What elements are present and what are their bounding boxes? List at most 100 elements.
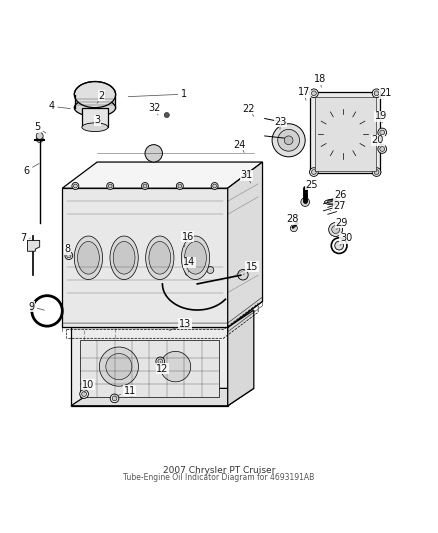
Ellipse shape — [74, 82, 116, 108]
Circle shape — [99, 347, 138, 386]
Circle shape — [290, 225, 297, 232]
Text: 26: 26 — [333, 190, 346, 201]
Circle shape — [372, 168, 381, 176]
Circle shape — [213, 184, 216, 188]
Text: 14: 14 — [183, 257, 195, 272]
Circle shape — [177, 182, 184, 189]
Text: 7: 7 — [20, 233, 30, 243]
Circle shape — [374, 91, 379, 96]
Polygon shape — [71, 327, 228, 406]
Circle shape — [80, 390, 88, 398]
Text: 6: 6 — [24, 164, 39, 176]
Text: 23: 23 — [275, 117, 287, 130]
Text: 21: 21 — [379, 88, 392, 99]
Circle shape — [334, 125, 352, 142]
Ellipse shape — [146, 236, 174, 279]
Circle shape — [374, 169, 379, 174]
Circle shape — [143, 184, 147, 188]
Text: 3: 3 — [94, 115, 100, 125]
Circle shape — [372, 89, 381, 98]
Polygon shape — [71, 389, 254, 406]
Circle shape — [110, 394, 119, 403]
Text: 30: 30 — [340, 233, 352, 246]
Circle shape — [158, 359, 162, 364]
Text: 25: 25 — [305, 180, 318, 192]
Circle shape — [311, 169, 316, 174]
Polygon shape — [311, 92, 380, 173]
Circle shape — [112, 396, 117, 401]
Polygon shape — [62, 301, 262, 327]
Text: 27: 27 — [330, 200, 346, 211]
Text: 13: 13 — [170, 319, 191, 330]
Polygon shape — [80, 341, 219, 397]
Circle shape — [310, 168, 318, 176]
Circle shape — [207, 266, 214, 273]
Circle shape — [335, 241, 343, 250]
Circle shape — [301, 198, 310, 206]
Circle shape — [323, 114, 363, 154]
Ellipse shape — [110, 236, 138, 279]
Text: 1: 1 — [128, 89, 187, 99]
Circle shape — [164, 112, 170, 118]
Circle shape — [378, 144, 387, 154]
Polygon shape — [228, 162, 262, 327]
Ellipse shape — [149, 241, 171, 274]
Circle shape — [36, 133, 43, 140]
Text: Tube-Engine Oil Indicator Diagram for 4693191AB: Tube-Engine Oil Indicator Diagram for 46… — [124, 473, 314, 482]
Text: 20: 20 — [372, 135, 384, 147]
Text: 24: 24 — [234, 140, 246, 152]
Ellipse shape — [185, 241, 206, 274]
Circle shape — [65, 252, 73, 260]
Text: 4: 4 — [48, 101, 71, 111]
Circle shape — [278, 130, 300, 151]
Circle shape — [107, 182, 114, 189]
Ellipse shape — [113, 241, 135, 274]
Text: 19: 19 — [375, 111, 387, 123]
Text: 15: 15 — [244, 262, 258, 275]
Ellipse shape — [325, 199, 340, 205]
Circle shape — [178, 184, 182, 188]
Circle shape — [36, 135, 43, 142]
Text: 11: 11 — [117, 385, 136, 396]
Polygon shape — [315, 97, 376, 171]
Text: 31: 31 — [240, 170, 253, 183]
Text: 2007 Chrysler PT Cruiser: 2007 Chrysler PT Cruiser — [163, 466, 275, 475]
Ellipse shape — [78, 241, 99, 274]
Polygon shape — [28, 240, 40, 251]
Ellipse shape — [74, 99, 116, 116]
Circle shape — [67, 254, 71, 258]
Circle shape — [141, 182, 148, 189]
Circle shape — [145, 144, 162, 162]
Circle shape — [185, 269, 192, 276]
Circle shape — [108, 184, 112, 188]
Circle shape — [211, 182, 218, 189]
Circle shape — [74, 184, 77, 188]
Circle shape — [380, 147, 385, 151]
Text: 12: 12 — [156, 361, 169, 374]
Circle shape — [160, 351, 191, 382]
Ellipse shape — [82, 123, 108, 132]
Polygon shape — [62, 188, 228, 327]
Circle shape — [272, 124, 305, 157]
Circle shape — [311, 91, 316, 96]
Circle shape — [310, 89, 318, 98]
Circle shape — [156, 357, 165, 366]
Ellipse shape — [327, 200, 337, 204]
Circle shape — [72, 182, 79, 189]
Circle shape — [318, 109, 368, 159]
Circle shape — [332, 225, 339, 233]
Text: 17: 17 — [298, 87, 310, 100]
Circle shape — [284, 136, 293, 144]
Circle shape — [106, 353, 132, 379]
Text: 16: 16 — [181, 232, 194, 247]
Text: 18: 18 — [314, 75, 326, 87]
Text: 8: 8 — [64, 244, 71, 256]
Circle shape — [378, 128, 387, 137]
Text: 32: 32 — [148, 103, 161, 115]
Text: 28: 28 — [286, 214, 298, 228]
Circle shape — [328, 223, 343, 237]
Polygon shape — [62, 162, 262, 188]
Text: 5: 5 — [34, 122, 46, 133]
Circle shape — [380, 130, 385, 135]
Text: 29: 29 — [336, 218, 348, 230]
